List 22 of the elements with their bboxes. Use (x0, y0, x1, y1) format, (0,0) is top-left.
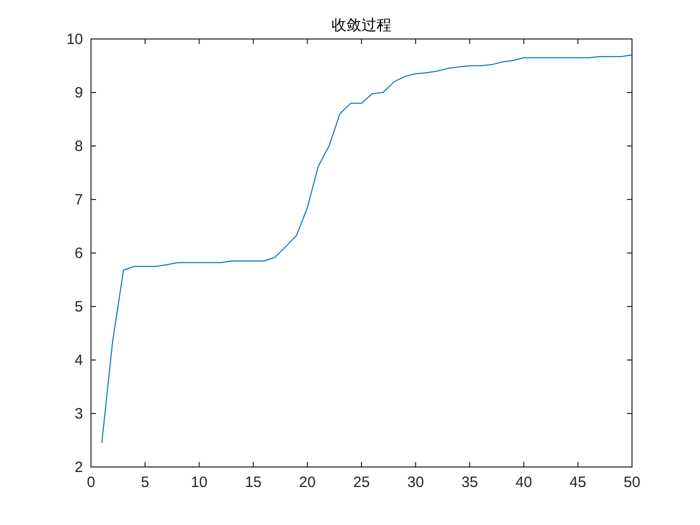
y-tick-label: 7 (74, 192, 83, 208)
x-tick-label: 15 (244, 474, 262, 491)
x-tick-label: 30 (407, 474, 424, 491)
chart-title: 收敛过程 (332, 17, 392, 34)
y-tick-label: 9 (74, 84, 83, 102)
y-tick-label: 8 (74, 138, 83, 155)
x-tick-label: 25 (353, 474, 370, 491)
y-tick-label: 4 (74, 352, 83, 369)
y-tick-label: 10 (66, 31, 83, 48)
x-tick-label: 45 (570, 474, 586, 491)
y-tick-label: 3 (74, 406, 83, 422)
y-tick-label: 2 (74, 459, 83, 476)
x-tick-label: 20 (299, 474, 316, 491)
x-tick-label: 40 (515, 474, 532, 491)
x-tick-label: 35 (461, 474, 478, 491)
line-series (101, 54, 632, 444)
x-tick-label: 10 (190, 474, 208, 491)
x-tick-label: 5 (140, 474, 150, 491)
y-tick-label: 5 (74, 298, 83, 316)
y-tick-label: 6 (74, 245, 83, 262)
x-tick-label: 50 (624, 474, 640, 491)
x-tick-label: 0 (86, 474, 96, 491)
